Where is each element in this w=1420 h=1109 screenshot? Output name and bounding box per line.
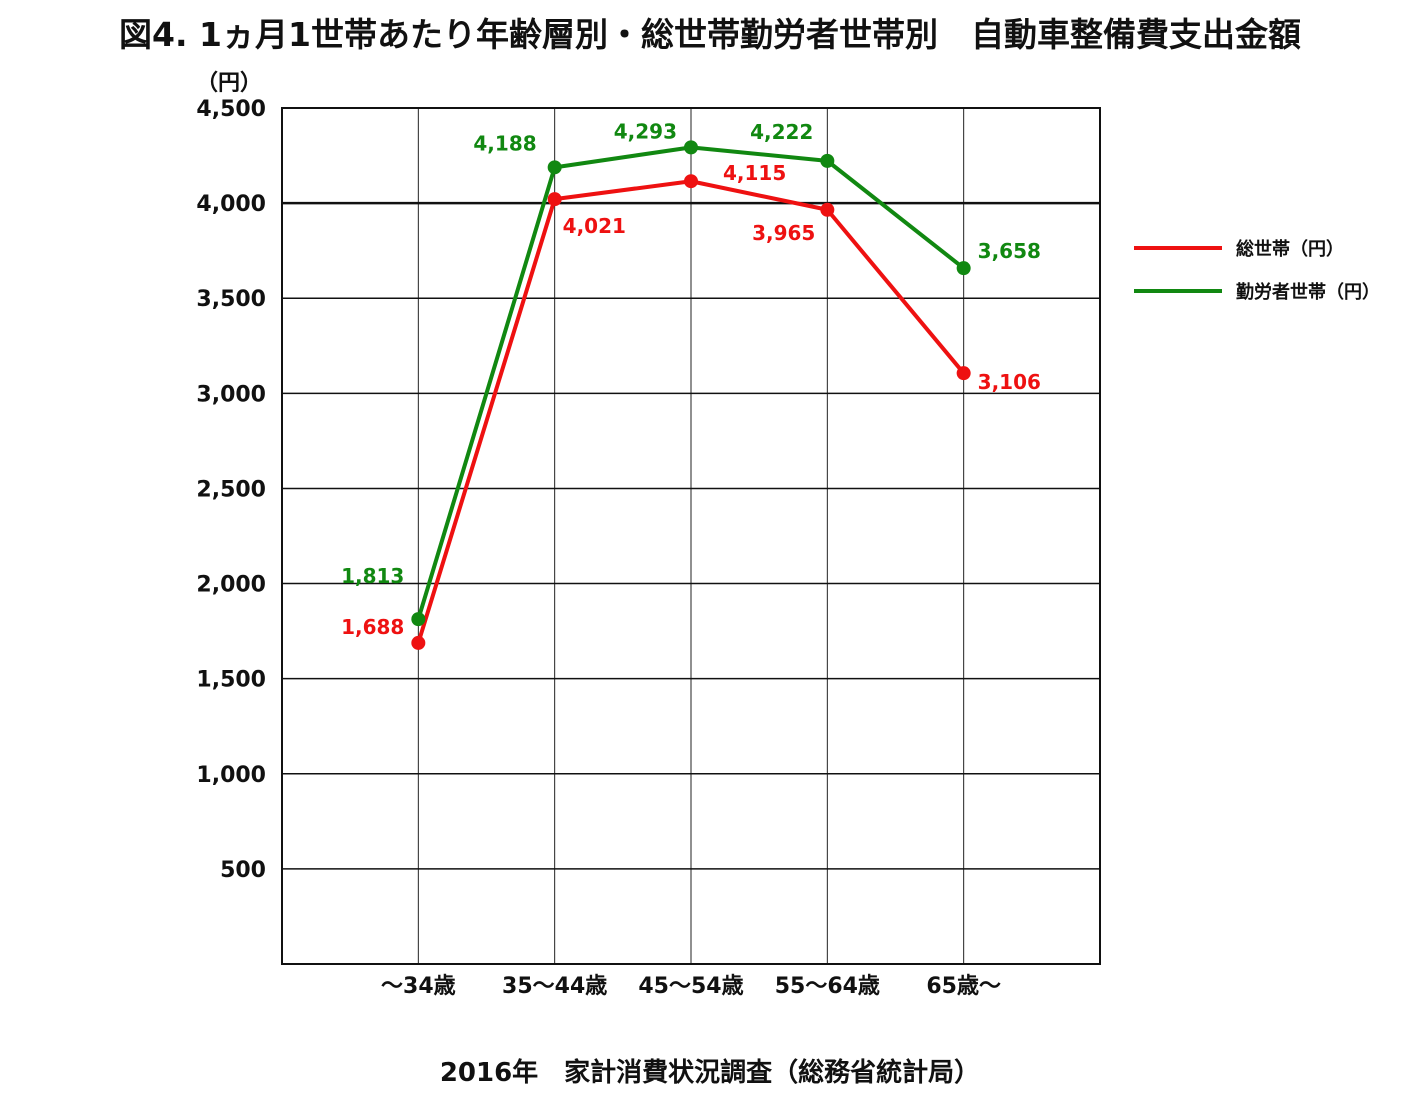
data-label-2: 4,222 (750, 120, 813, 144)
y-tick-label: 1,500 (196, 668, 266, 693)
y-tick-label: 1,000 (196, 763, 266, 788)
data-label-1: 4,021 (563, 214, 626, 238)
series-point-1 (411, 635, 426, 650)
y-tick-label: 500 (220, 858, 266, 883)
series-point-1 (684, 174, 698, 189)
x-tick-label: 65歳～ (926, 974, 1001, 999)
x-tick-label: 55～64歳 (775, 974, 880, 999)
series-point-2 (547, 160, 562, 175)
grid (282, 107, 1100, 964)
series-point-1 (547, 192, 562, 207)
y-axis-label: （円） (196, 71, 262, 96)
x-tick-label: 35～44歳 (502, 974, 607, 999)
data-label-2: 4,293 (614, 119, 677, 143)
data-label-1: 4,115 (723, 161, 786, 185)
y-tick-label: 2,500 (196, 477, 266, 502)
x-tick-label: 45～54歳 (638, 974, 743, 999)
legend-label-1: 総世帯（円） (1236, 238, 1344, 260)
source-note: 2016年 家計消費状況調査（総務省統計局） (439, 1058, 981, 1088)
series (411, 140, 971, 650)
data-label-2: 3,658 (978, 239, 1041, 263)
legend: 総世帯（円） 勤労者世帯（円） (1134, 238, 1380, 303)
data-label-1: 1,688 (341, 615, 404, 639)
series-point-2 (956, 261, 971, 276)
data-label-2: 4,188 (473, 131, 536, 155)
y-tick-label: 3,000 (196, 382, 266, 407)
axes: 500 1,000 1,500 2,000 2,500 3,000 3,500 4,000 4,… (196, 71, 1101, 999)
data-labels: 1,688 4,021 4,115 3,965 3,106 1,813 4,188 4,293… (341, 119, 1041, 639)
x-tick-label: ～34歳 (381, 974, 456, 999)
y-tick-label: 3,500 (196, 287, 266, 312)
legend-label-2: 勤労者世帯（円） (1236, 281, 1380, 303)
series-point-2 (411, 612, 426, 627)
data-label-1: 3,965 (752, 221, 815, 245)
series-point-1 (820, 202, 835, 217)
plot-frame (281, 107, 1101, 965)
data-label-1: 3,106 (978, 370, 1041, 394)
series-point-2 (684, 140, 698, 155)
y-tick-label: 4,500 (196, 97, 266, 122)
series-point-2 (820, 153, 835, 168)
chart-title: 図4. 1ヵ月1世帯あたり年齢層別・総世帯勤労者世帯別 自動車整備費支出金額 (119, 15, 1301, 54)
y-tick-label: 2,000 (196, 573, 266, 598)
data-label-2: 1,813 (341, 564, 404, 588)
series-point-1 (956, 366, 971, 381)
y-tick-label: 4,000 (196, 192, 266, 217)
